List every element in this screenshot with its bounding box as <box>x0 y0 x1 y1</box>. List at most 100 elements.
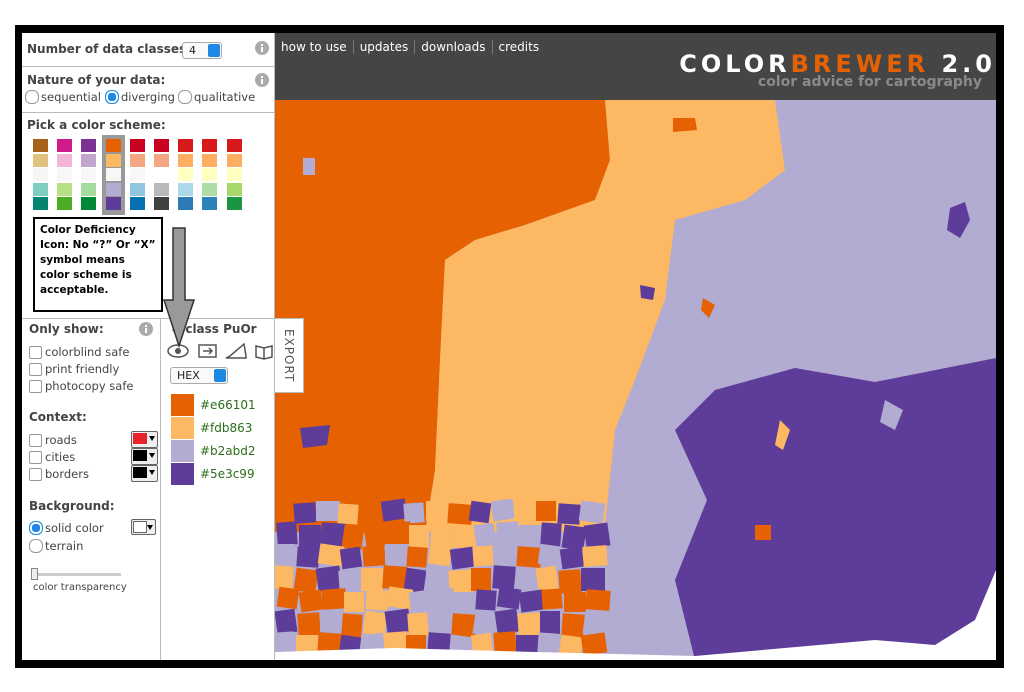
map-region <box>427 543 453 567</box>
context-color-picker[interactable] <box>131 448 158 465</box>
scheme-swatch[interactable] <box>105 182 121 196</box>
nav-link[interactable]: downloads <box>414 40 491 54</box>
scheme-swatch[interactable] <box>154 182 169 196</box>
scheme-swatch[interactable] <box>81 139 97 152</box>
scheme-swatch[interactable] <box>202 139 218 152</box>
scheme-swatch[interactable] <box>202 168 218 182</box>
scheme-swatch[interactable] <box>178 153 194 167</box>
scheme-swatch[interactable] <box>57 168 73 182</box>
map-region <box>406 546 428 568</box>
filter-option[interactable]: photocopy safe <box>29 379 133 393</box>
filter-option[interactable]: print friendly <box>29 362 119 376</box>
print-icon[interactable] <box>198 344 217 358</box>
nature-label: Nature of your data: <box>27 73 166 87</box>
nature-option[interactable]: qualitative <box>178 90 255 104</box>
scheme-swatch[interactable] <box>129 153 145 167</box>
scheme-swatch[interactable] <box>226 168 242 182</box>
context-color-picker[interactable] <box>131 465 158 482</box>
nature-option[interactable]: diverging <box>105 90 175 104</box>
map-region <box>449 546 477 570</box>
scheme-swatch[interactable] <box>154 153 169 167</box>
scheme-swatch[interactable] <box>81 197 97 211</box>
scheme-swatch[interactable] <box>105 168 121 182</box>
map-region <box>536 501 556 521</box>
checkbox <box>29 379 42 393</box>
background-color-picker[interactable] <box>131 519 156 535</box>
map-region <box>673 118 697 132</box>
scheme-swatch[interactable] <box>129 197 145 211</box>
select-arrow <box>208 44 220 57</box>
map-region <box>541 588 563 610</box>
slider-handle[interactable] <box>31 568 38 580</box>
select-arrow <box>214 369 226 382</box>
scheme-swatch[interactable] <box>33 168 48 182</box>
filter-label: print friendly <box>45 362 120 376</box>
map-region <box>451 613 477 638</box>
scheme-swatch[interactable] <box>57 153 73 167</box>
scheme-swatch[interactable] <box>129 182 145 196</box>
scheme-swatch[interactable] <box>178 139 194 152</box>
nav-link[interactable]: how to use <box>281 40 347 54</box>
scheme-swatch[interactable] <box>57 197 73 211</box>
info-icon[interactable] <box>255 41 269 55</box>
scheme-swatch[interactable] <box>154 197 169 211</box>
photocopy-icon[interactable] <box>225 342 247 359</box>
scheme-swatch[interactable] <box>105 153 121 167</box>
scheme-swatch[interactable] <box>178 168 194 182</box>
scheme-swatch[interactable] <box>105 139 121 152</box>
nature-label: qualitative <box>194 90 256 104</box>
context-option[interactable]: cities <box>29 450 75 464</box>
info-icon[interactable] <box>255 73 269 87</box>
nature-option[interactable]: sequential <box>25 90 101 104</box>
classes-select[interactable]: 4 <box>182 42 222 59</box>
map-region <box>276 586 300 610</box>
context-color-picker[interactable] <box>131 431 158 448</box>
format-select[interactable]: HEX <box>170 367 228 384</box>
nav-link[interactable]: credits <box>491 40 546 54</box>
scheme-swatch[interactable] <box>33 153 48 167</box>
map-region <box>297 612 321 637</box>
scheme-swatch[interactable] <box>154 139 169 152</box>
scheme-swatch[interactable] <box>81 153 97 167</box>
scheme-swatch[interactable] <box>154 168 169 182</box>
checkbox <box>29 433 42 447</box>
nav-link[interactable]: updates <box>352 40 415 54</box>
filter-option[interactable]: colorblind safe <box>29 345 129 359</box>
scheme-swatch[interactable] <box>81 182 97 196</box>
export-tab[interactable]: EXPORT <box>275 318 304 393</box>
scheme-swatch[interactable] <box>57 182 73 196</box>
scheme-swatch[interactable] <box>226 197 242 211</box>
scheme-swatch[interactable] <box>81 168 97 182</box>
picker-arrow <box>149 470 155 475</box>
scheme-swatch[interactable] <box>105 197 121 211</box>
scheme-swatch[interactable] <box>33 139 48 152</box>
context-option[interactable]: roads <box>29 433 77 447</box>
scheme-swatch[interactable] <box>226 182 242 196</box>
logo-part: 2.0 <box>941 50 996 78</box>
scheme-swatch[interactable] <box>226 139 242 152</box>
scheme-swatch[interactable] <box>178 197 194 211</box>
map-icon[interactable] <box>255 345 273 360</box>
scheme-swatch[interactable] <box>202 197 218 211</box>
annotation-box: Color Deficiency Icon: No “?” Or “X” sym… <box>33 217 163 312</box>
map-region <box>880 400 903 430</box>
scheme-swatch[interactable] <box>202 153 218 167</box>
scheme-swatch[interactable] <box>129 139 145 152</box>
map-region <box>775 420 790 450</box>
scheme-swatch[interactable] <box>226 153 242 167</box>
scheme-swatch[interactable] <box>57 139 73 152</box>
context-option[interactable]: borders <box>29 467 89 481</box>
map-region <box>293 567 319 594</box>
info-icon[interactable] <box>139 322 153 336</box>
background-option[interactable]: solid color <box>29 521 104 535</box>
scheme-swatch[interactable] <box>129 168 145 182</box>
scheme-swatch[interactable] <box>202 182 218 196</box>
scheme-swatch[interactable] <box>178 182 194 196</box>
map-region <box>557 503 581 525</box>
map-region <box>386 586 414 610</box>
nature-label: diverging <box>121 90 175 104</box>
scheme-swatch[interactable] <box>33 182 48 196</box>
map-region <box>537 543 561 567</box>
background-option[interactable]: terrain <box>29 539 83 553</box>
scheme-swatch[interactable] <box>33 197 48 211</box>
